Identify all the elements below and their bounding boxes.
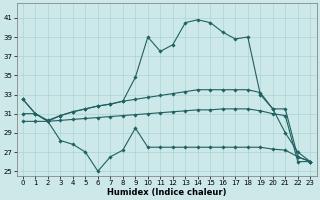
X-axis label: Humidex (Indice chaleur): Humidex (Indice chaleur) [107, 188, 226, 197]
